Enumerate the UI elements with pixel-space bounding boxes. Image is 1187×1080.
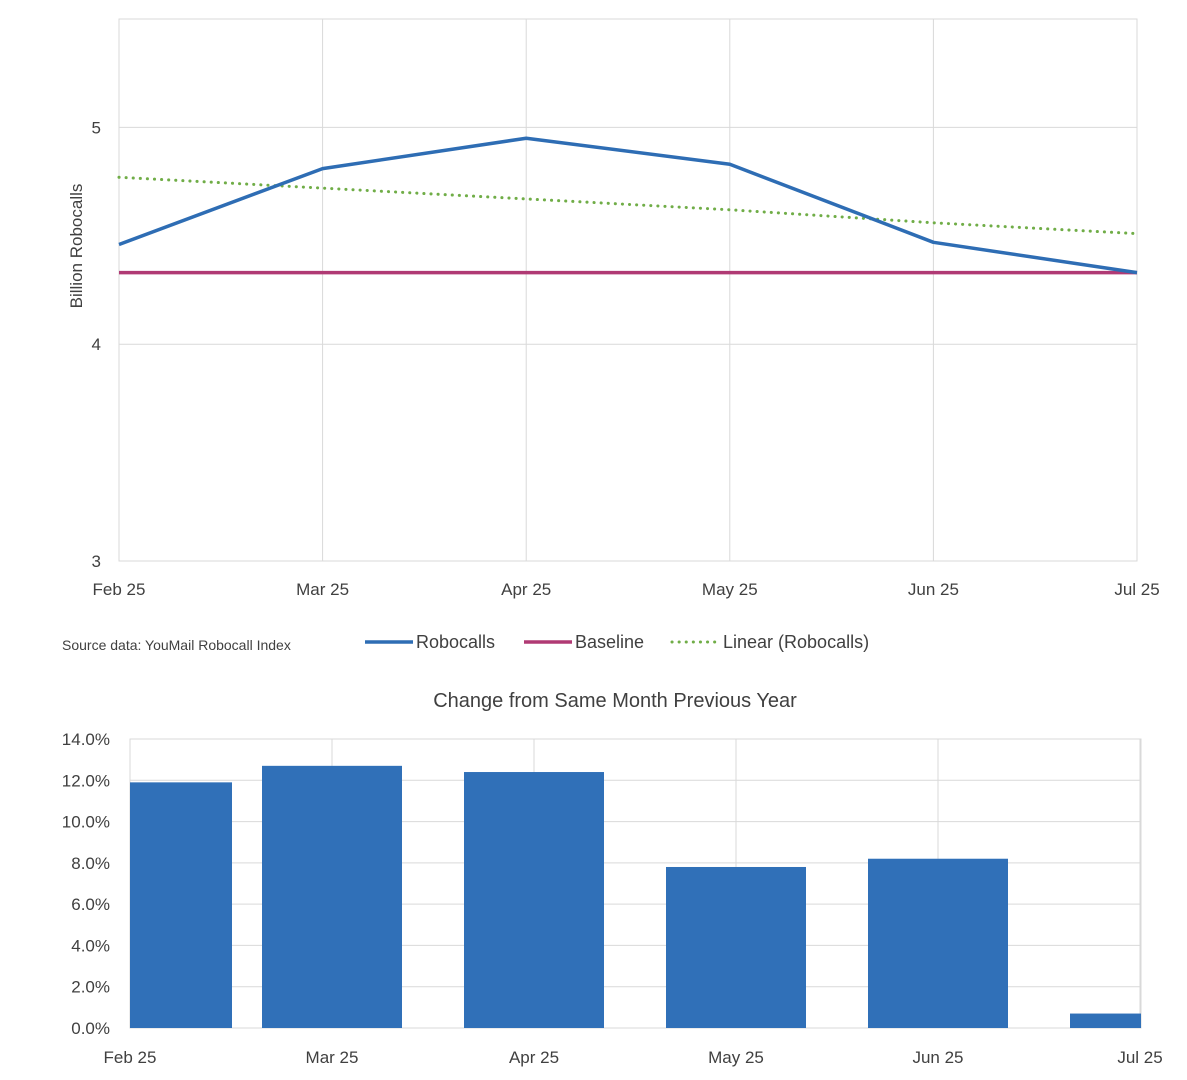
y-tick-label: 0.0% <box>71 1019 110 1038</box>
bar-chart-title: Change from Same Month Previous Year <box>433 690 797 712</box>
y-tick-label: 3 <box>92 552 101 571</box>
y-tick-label: 5 <box>92 118 101 137</box>
bar-chart: Change from Same Month Previous Year 0.0… <box>62 690 1163 1067</box>
y-tick-label: 10.0% <box>62 813 110 832</box>
legend-label: Baseline <box>575 632 644 652</box>
y-tick-label: 14.0% <box>62 730 110 749</box>
line-chart-series <box>117 136 1139 275</box>
y-tick-label: 8.0% <box>71 854 110 873</box>
x-tick-label: May 25 <box>708 1048 764 1067</box>
x-tick-label: May 25 <box>702 580 758 599</box>
y-tick-label: 6.0% <box>71 895 110 914</box>
x-tick-label: Jul 25 <box>1114 580 1159 599</box>
y-tick-label: 4 <box>92 335 101 354</box>
series-line-robocalls <box>118 136 1138 275</box>
legend-label: Robocalls <box>416 632 495 652</box>
bar <box>868 858 1008 1028</box>
series-line-linear-robocalls <box>117 175 1139 236</box>
plot-area-border <box>118 18 1138 562</box>
line-chart-y-ticks: 3 4 5 <box>92 118 101 571</box>
legend-label: Linear (Robocalls) <box>723 632 869 652</box>
bar <box>1070 1013 1141 1028</box>
x-tick-label: Jul 25 <box>1117 1048 1162 1067</box>
x-tick-label: Feb 25 <box>104 1048 157 1067</box>
x-tick-label: Apr 25 <box>501 580 551 599</box>
line-chart-gridlines <box>118 18 1138 562</box>
bar <box>666 866 806 1028</box>
x-tick-label: Apr 25 <box>509 1048 559 1067</box>
x-tick-label: Mar 25 <box>306 1048 359 1067</box>
line-chart: Billion Robocalls 3 4 5 Feb 25 Mar 25 Apr 25… <box>67 18 1160 599</box>
y-tick-label: 2.0% <box>71 978 110 997</box>
x-tick-label: Mar 25 <box>296 580 349 599</box>
x-tick-label: Jun 25 <box>912 1048 963 1067</box>
bar-chart-bars <box>130 765 1141 1028</box>
bar <box>130 782 232 1028</box>
bar-chart-x-ticks: Feb 25 Mar 25 Apr 25 May 25 Jun 25 Jul 25 <box>104 1048 1163 1067</box>
x-tick-label: Feb 25 <box>93 580 146 599</box>
y-tick-label: 12.0% <box>62 771 110 790</box>
line-chart-ylabel: Billion Robocalls <box>67 184 86 309</box>
source-note: Source data: YouMail Robocall Index <box>62 637 291 653</box>
line-chart-legend: Robocalls Baseline Linear (Robocalls) <box>365 632 869 652</box>
bar <box>262 765 402 1028</box>
y-tick-label: 4.0% <box>71 936 110 955</box>
x-tick-label: Jun 25 <box>908 580 959 599</box>
line-chart-x-ticks: Feb 25 Mar 25 Apr 25 May 25 Jun 25 Jul 25 <box>93 580 1160 599</box>
bar-chart-y-ticks: 0.0% 2.0% 4.0% 6.0% 8.0% 10.0% 12.0% 14.0% <box>62 730 110 1038</box>
bar <box>464 772 604 1028</box>
